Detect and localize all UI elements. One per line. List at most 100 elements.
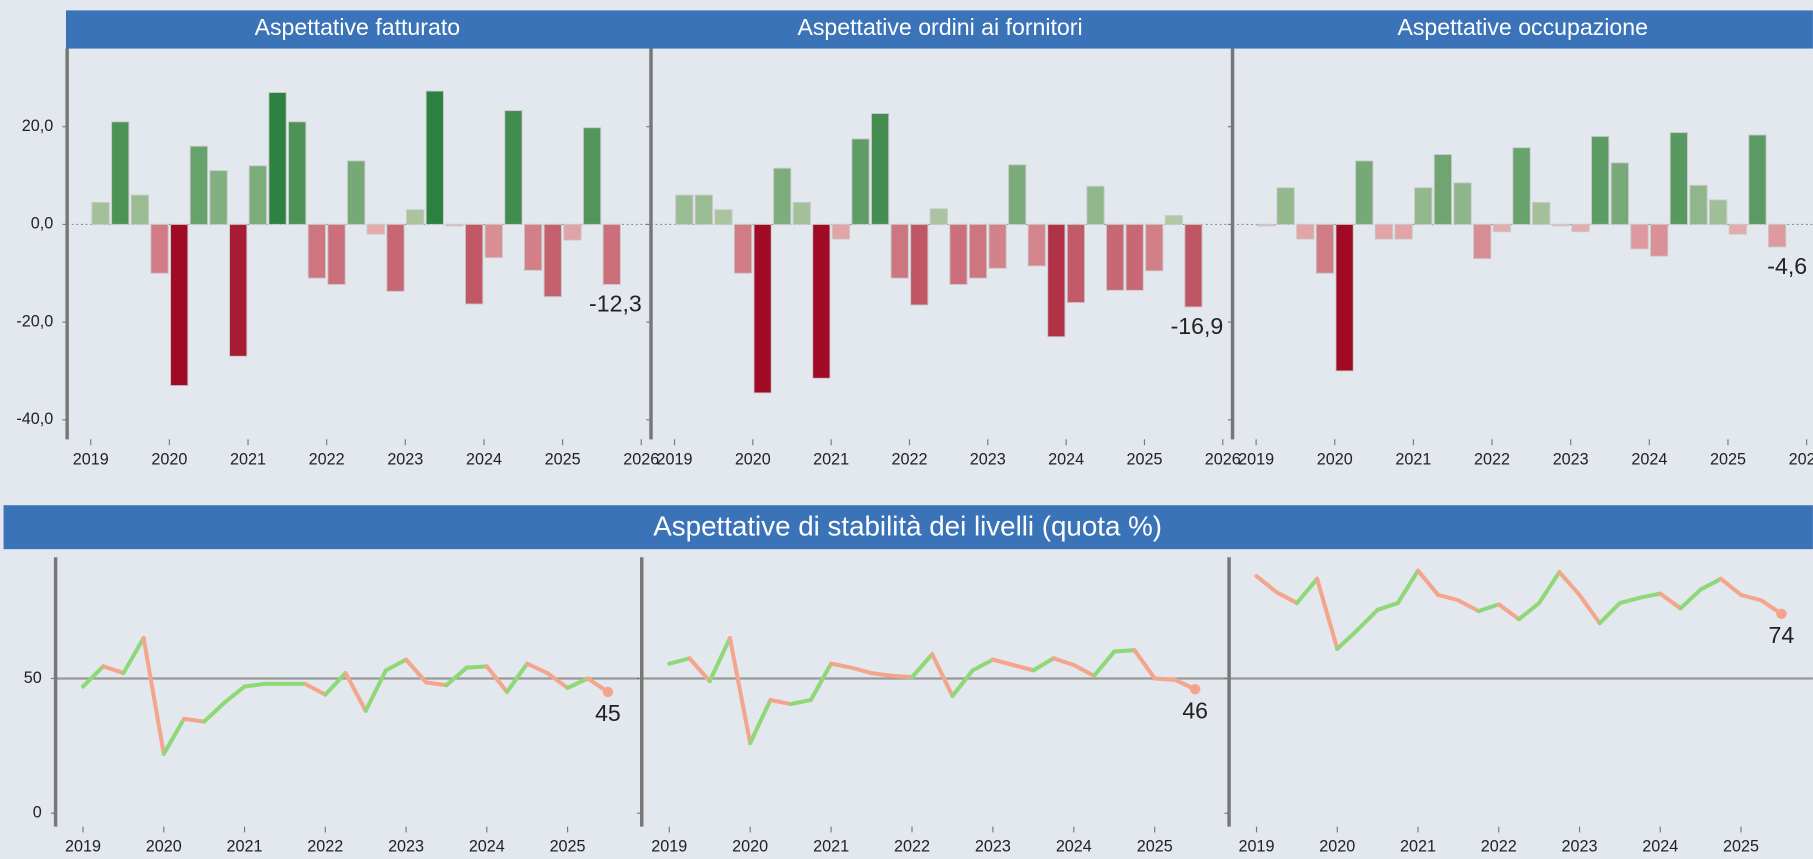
x-tick-label: 2025 (550, 838, 586, 856)
x-tick-label: 2019 (657, 450, 693, 468)
bar (602, 223, 621, 285)
x-tick-label: 2024 (466, 450, 502, 468)
y-tick-label: -20,0 (16, 312, 53, 330)
line-segment (1335, 627, 1360, 651)
bar (949, 223, 968, 285)
bottom-title: Aspettative di stabilità dei livelli (qu… (653, 511, 1162, 542)
line-segment (1355, 607, 1380, 633)
end-dot (602, 686, 614, 698)
bar (1184, 223, 1203, 308)
line-segment (242, 681, 267, 689)
bar (1433, 154, 1453, 225)
bar (327, 223, 346, 285)
panel-title: Aspettative occupazione (1397, 14, 1648, 40)
line-segment (788, 697, 813, 707)
bar (1394, 223, 1413, 240)
bar (130, 194, 150, 225)
bar (504, 110, 523, 225)
bar (1164, 215, 1183, 225)
bar (386, 223, 405, 292)
line-segment (950, 668, 975, 699)
end-label: 74 (1769, 622, 1795, 648)
panel-title: Aspettative ordini ai fornitori (797, 14, 1082, 40)
x-tick-label: 2024 (1056, 838, 1092, 856)
bar (288, 121, 307, 225)
bar (753, 223, 772, 394)
x-tick-label: 2020 (735, 450, 771, 468)
bar (773, 167, 792, 225)
line-segment (1617, 595, 1643, 606)
line-segment (829, 661, 854, 670)
line-segment (869, 671, 894, 678)
line-segment (1456, 598, 1481, 614)
x-tick-label: 2021 (813, 450, 849, 468)
x-tick-label: 2022 (1474, 450, 1510, 468)
x-tick-label: 2023 (970, 450, 1006, 468)
line-segment (930, 652, 955, 699)
x-tick-label: 2022 (1481, 838, 1517, 856)
line-segment (667, 656, 692, 666)
x-tick-label: 2021 (1400, 838, 1436, 856)
line-segment (1415, 568, 1441, 597)
bar (968, 223, 988, 279)
bar (1630, 223, 1649, 250)
line-segment (181, 716, 207, 724)
line-segment (343, 671, 368, 713)
x-tick-label: 2024 (1048, 450, 1084, 468)
line-segment (727, 636, 753, 746)
line-segment (1132, 648, 1157, 681)
line-segment (1698, 576, 1723, 592)
x-tick-label: 2025 (1723, 838, 1759, 856)
bar (189, 145, 208, 225)
bar (694, 194, 713, 225)
bar (1610, 162, 1629, 225)
line-segment (1718, 576, 1744, 597)
bar (209, 170, 228, 225)
bar (465, 223, 484, 305)
bottom-title-bar (3, 505, 1813, 550)
line-segment (1112, 648, 1137, 654)
line-segment (323, 671, 348, 697)
line-segment (1597, 601, 1622, 626)
bar (445, 223, 464, 227)
bar (1414, 187, 1433, 225)
bar (1709, 199, 1728, 225)
bar (543, 223, 562, 298)
x-tick-label: 2021 (1395, 450, 1431, 468)
x-tick-label: 2022 (894, 838, 930, 856)
y-tick-label: -40,0 (16, 410, 53, 428)
line-segment (1436, 592, 1461, 603)
bar (1296, 223, 1315, 240)
value-label: -4,6 (1767, 253, 1807, 279)
y-tick-label: 50 (24, 669, 42, 687)
bar (1355, 160, 1374, 225)
x-tick-label: 2026 (1789, 450, 1813, 468)
line-segment (768, 697, 793, 707)
end-label: 45 (595, 700, 621, 726)
line-segment (1254, 574, 1279, 595)
line-segment (1092, 649, 1117, 678)
bar (1571, 223, 1590, 233)
x-tick-label: 2025 (1126, 450, 1162, 468)
bar (675, 194, 694, 225)
line-segment (1315, 576, 1340, 651)
bar (792, 201, 811, 225)
x-tick-label: 2020 (732, 838, 768, 856)
bar (248, 165, 267, 225)
x-tick-label: 2026 (623, 450, 659, 468)
bar (1728, 223, 1747, 235)
bar (890, 223, 909, 279)
x-tick-label: 2025 (1137, 838, 1173, 856)
line-segment (363, 668, 388, 713)
bar (1650, 223, 1669, 257)
line-segment (748, 697, 773, 746)
line-segment (1476, 602, 1501, 614)
bar (831, 223, 851, 240)
bar (851, 138, 870, 225)
line-segment (525, 661, 550, 676)
bar (929, 208, 948, 225)
x-tick-label: 2021 (813, 838, 849, 856)
x-tick-label: 2021 (227, 838, 263, 856)
